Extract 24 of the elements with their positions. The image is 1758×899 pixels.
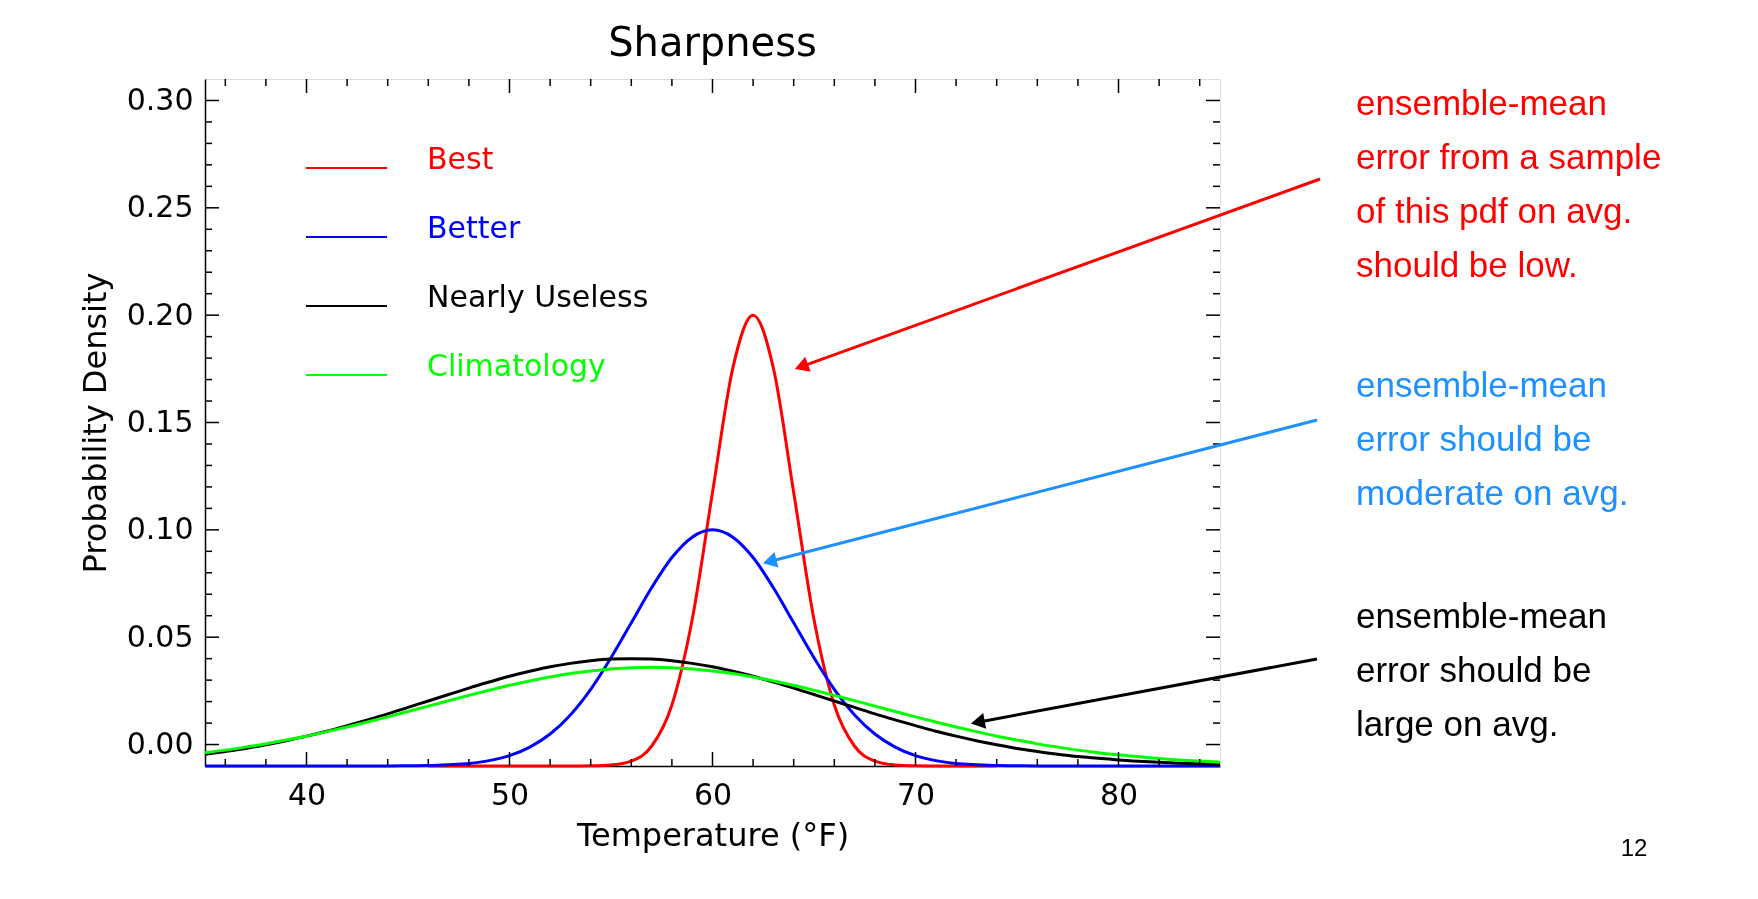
x-axis-title: Temperature (°F): [575, 815, 850, 854]
y-tick-label: 0.20: [126, 296, 194, 332]
x-tick-label: 60: [693, 776, 733, 812]
chart-title: Sharpness: [608, 19, 817, 66]
text: ensemble-mean error from a sample of this pdf on avg. should be low.: [1356, 83, 1662, 284]
y-tick-label: 0.00: [126, 726, 194, 762]
x-tick-label: 40: [287, 776, 327, 812]
x-tick-label: 80: [1099, 776, 1139, 812]
x-tick-label: 70: [896, 776, 936, 812]
y-tick-label: 0.10: [126, 511, 194, 547]
y-tick-label: 0.25: [126, 189, 194, 225]
y-axis-title: Probability Density: [75, 272, 114, 574]
text: ensemble-mean error should be large on avg.: [1356, 596, 1607, 743]
x-tick-label: 50: [490, 776, 530, 812]
legend-label: Climatology: [427, 348, 606, 383]
y-tick-label: 0.05: [126, 618, 194, 654]
text: 12: [1620, 834, 1648, 861]
y-tick-label: 0.30: [126, 81, 194, 117]
y-tick-label: 0.15: [126, 404, 194, 439]
legend-label: Nearly Useless: [427, 279, 649, 314]
line-series: [426, 313, 999, 768]
legend-label: Better: [427, 210, 522, 245]
legend-label: Best: [427, 141, 494, 176]
text: ensemble-mean error should be moderate on avg.: [1356, 365, 1629, 512]
